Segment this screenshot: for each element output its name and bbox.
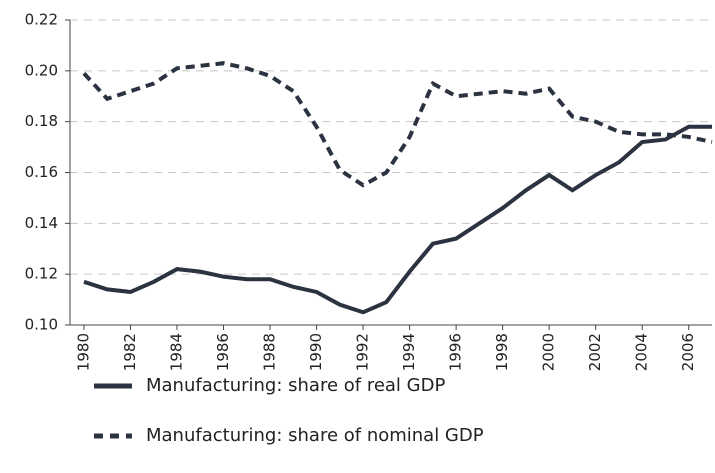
x-tick-label: 1984 xyxy=(168,333,186,371)
y-tick-label: 0.16 xyxy=(25,163,58,181)
x-tick-label: 1986 xyxy=(214,333,232,371)
legend-label: Manufacturing: share of real GDP xyxy=(146,375,445,396)
series-line xyxy=(83,124,712,315)
x-tick-label: 1982 xyxy=(121,333,139,371)
x-tick-label: 2002 xyxy=(586,333,604,371)
x-tick-label: 2004 xyxy=(633,333,651,371)
y-tick-label: 0.20 xyxy=(25,61,58,79)
x-tick-label: 1994 xyxy=(400,333,418,371)
x-tick-label: 1996 xyxy=(447,333,465,371)
y-tick-label: 0.12 xyxy=(25,265,58,283)
x-tick-label: 1992 xyxy=(354,333,372,371)
y-tick-label: 0.18 xyxy=(25,112,58,130)
y-tick-label: 0.14 xyxy=(25,214,58,232)
y-tick-label: 0.22 xyxy=(25,11,58,29)
x-tick-label: 2006 xyxy=(679,333,697,371)
y-tick-label: 0.10 xyxy=(25,316,58,334)
legend-label: Manufacturing: share of nominal GDP xyxy=(146,425,484,446)
x-tick-label: 2000 xyxy=(540,333,558,371)
series-line xyxy=(82,61,713,188)
x-tick-label: 1998 xyxy=(493,333,511,371)
x-tick-label: 1980 xyxy=(74,333,92,371)
x-tick-label: 1990 xyxy=(307,333,325,371)
x-tick-label: 1988 xyxy=(261,333,279,371)
